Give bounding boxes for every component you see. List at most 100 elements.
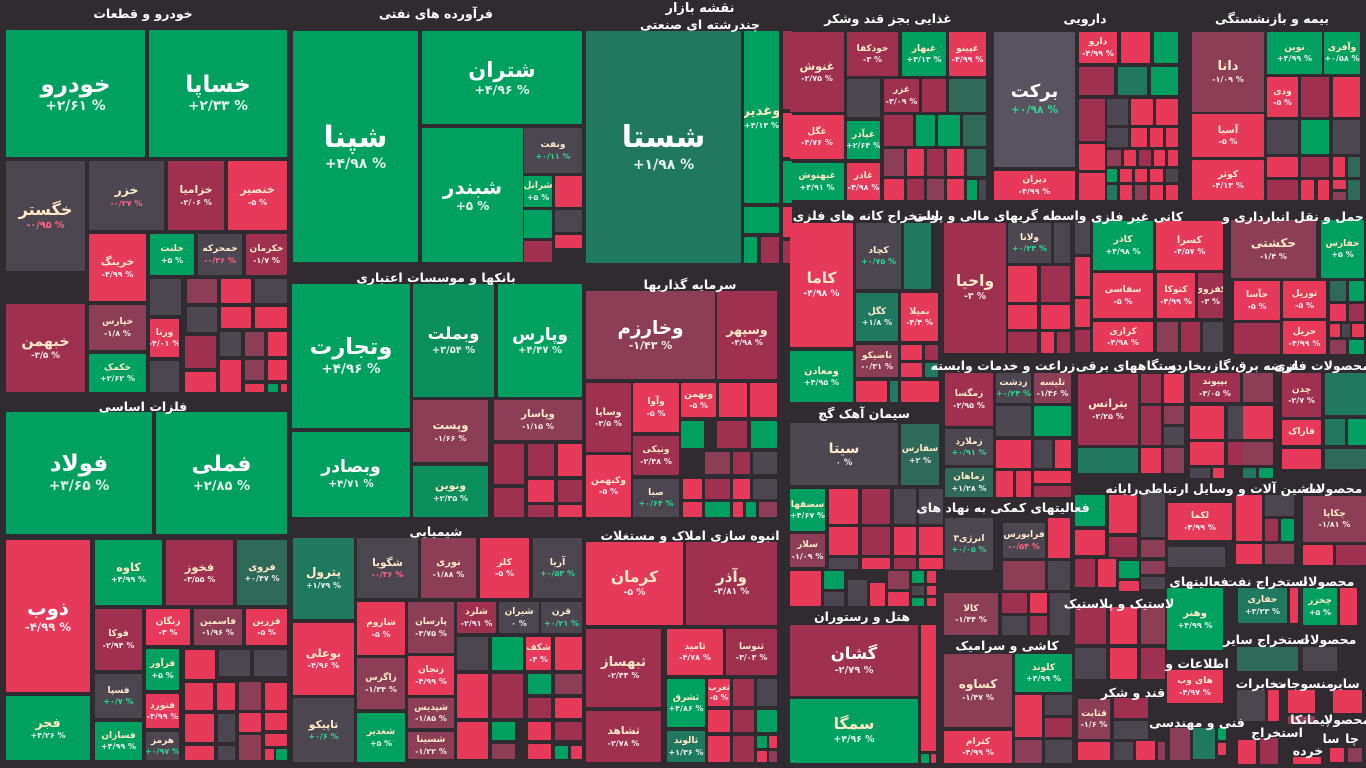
filler-tile[interactable] xyxy=(185,336,216,368)
tile-های وب[interactable]: های وب -۴/۹۷ % xyxy=(1167,670,1223,703)
filler-tile[interactable] xyxy=(1166,128,1178,147)
filler-tile[interactable] xyxy=(925,345,938,360)
tile-غبهار[interactable]: غبهار +۳/۱۳ % xyxy=(902,32,946,76)
filler-tile[interactable] xyxy=(150,279,181,315)
tile-کرازی[interactable]: کرازی -۴/۹۸ % xyxy=(1093,322,1153,352)
filler-tile[interactable] xyxy=(494,488,524,517)
filler-tile[interactable] xyxy=(1141,607,1165,644)
tile-شپدیس[interactable]: شپدیس -۱/۸۵ % xyxy=(408,698,454,728)
filler-tile[interactable] xyxy=(1141,406,1161,445)
filler-tile[interactable] xyxy=(1154,32,1178,63)
tile-وپاسار[interactable]: وپاسار -۱/۱۵ % xyxy=(494,400,582,440)
filler-tile[interactable] xyxy=(1193,728,1215,759)
filler-tile[interactable] xyxy=(239,735,261,760)
filler-tile[interactable] xyxy=(1015,740,1042,763)
filler-tile[interactable] xyxy=(912,598,924,606)
filler-tile[interactable] xyxy=(1150,185,1163,200)
filler-tile[interactable] xyxy=(1030,616,1047,635)
filler-tile[interactable] xyxy=(1135,185,1147,200)
tile-سمگا[interactable]: سمگا +۴/۹۶ % xyxy=(790,699,918,763)
tile-وبملت[interactable]: وبملت +۳/۵۴ % xyxy=(413,284,494,397)
tile-کترام[interactable]: کترام -۴/۹۹ % xyxy=(944,731,1012,763)
filler-tile[interactable] xyxy=(555,235,582,248)
filler-tile[interactable] xyxy=(681,421,704,448)
filler-tile[interactable] xyxy=(1079,99,1105,141)
tile-کفزوی[interactable]: کفزوی-۳ % xyxy=(1198,273,1223,318)
filler-tile[interactable] xyxy=(888,571,909,589)
filler-tile[interactable] xyxy=(1107,99,1128,125)
filler-tile[interactable] xyxy=(1141,374,1161,403)
filler-tile[interactable] xyxy=(268,360,287,380)
tile-خساپا[interactable]: خساپا +۲/۳۳ % xyxy=(149,30,287,157)
filler-tile[interactable] xyxy=(1107,169,1117,182)
tile-کرمان[interactable]: کرمان -۵ % xyxy=(586,542,683,625)
filler-tile[interactable] xyxy=(1131,128,1147,147)
filler-tile[interactable] xyxy=(1333,180,1346,189)
filler-tile[interactable] xyxy=(1121,32,1150,63)
tile-برکت[interactable]: برکت +۰/۹۸ % xyxy=(994,32,1075,167)
tile-ودی[interactable]: ودی -۵ % xyxy=(1267,77,1298,117)
filler-tile[interactable] xyxy=(1190,406,1224,439)
tile-زدشت[interactable]: زدشت +۰/۲۴ % xyxy=(996,373,1031,403)
filler-tile[interactable] xyxy=(733,710,754,732)
tile-فنورد[interactable]: فنورد -۴/۹۹ % xyxy=(146,694,179,728)
filler-tile[interactable] xyxy=(239,713,261,732)
filler-tile[interactable] xyxy=(1079,67,1114,95)
tile-کاما[interactable]: کاما -۴/۹۸ % xyxy=(790,223,853,347)
tile-کلر[interactable]: کلر -۵ % xyxy=(480,538,529,598)
filler-tile[interactable] xyxy=(1045,695,1072,715)
filler-tile[interactable] xyxy=(555,722,582,740)
filler-tile[interactable] xyxy=(870,583,885,606)
filler-tile[interactable] xyxy=(1109,537,1137,557)
tile-کاوه[interactable]: کاوه +۴/۹۹ % xyxy=(95,540,162,605)
filler-tile[interactable] xyxy=(457,637,488,670)
filler-tile[interactable] xyxy=(185,372,216,392)
filler-tile[interactable] xyxy=(750,383,777,417)
filler-tile[interactable] xyxy=(717,421,747,448)
tile-غپینو[interactable]: غپینو -۴/۹۹ % xyxy=(949,32,986,76)
filler-tile[interactable] xyxy=(457,674,488,718)
filler-tile[interactable] xyxy=(187,279,217,303)
filler-tile[interactable] xyxy=(1348,419,1366,445)
filler-tile[interactable] xyxy=(1301,77,1329,117)
filler-tile[interactable] xyxy=(1098,559,1116,587)
filler-tile[interactable] xyxy=(894,558,916,569)
filler-tile[interactable] xyxy=(759,502,777,517)
filler-tile[interactable] xyxy=(1325,419,1345,445)
filler-tile[interactable] xyxy=(1034,406,1071,436)
tile-شسینا[interactable]: شسینا -۱/۲۲ % xyxy=(408,732,454,759)
tile-وپست[interactable]: وپست -۱/۶۶ % xyxy=(413,400,488,462)
tile-فاراک[interactable]: فاراک xyxy=(1282,420,1321,445)
tile-فزرین[interactable]: فزرین -۵ % xyxy=(246,609,287,645)
filler-tile[interactable] xyxy=(1333,157,1345,177)
filler-tile[interactable] xyxy=(1348,748,1362,762)
tile-سصفها[interactable]: سصفها +۴/۶۷ % xyxy=(790,489,825,531)
tile-بوعلی[interactable]: بوعلی -۴/۹۶ % xyxy=(293,623,354,695)
tile-هرمز[interactable]: هرمز +۰/۹۷ % xyxy=(146,732,179,760)
filler-tile[interactable] xyxy=(757,736,767,748)
filler-tile[interactable] xyxy=(733,736,754,762)
filler-tile[interactable] xyxy=(705,452,730,474)
filler-tile[interactable] xyxy=(708,710,730,732)
filler-tile[interactable] xyxy=(1136,741,1155,760)
filler-tile[interactable] xyxy=(150,361,179,392)
filler-tile[interactable] xyxy=(1352,324,1364,337)
filler-tile[interactable] xyxy=(492,674,523,718)
filler-tile[interactable] xyxy=(1168,150,1178,166)
filler-tile[interactable] xyxy=(1234,323,1280,354)
filler-tile[interactable] xyxy=(218,714,235,742)
tile-کساوه[interactable]: کساوه -۱/۴۷ % xyxy=(944,654,1012,727)
filler-tile[interactable] xyxy=(783,113,792,157)
tile-خمحرکه[interactable]: خمحرکه -۰/۳۶ % xyxy=(198,234,242,275)
filler-tile[interactable] xyxy=(1158,742,1165,760)
tile-شرانل[interactable]: شرانل +۵ % xyxy=(524,176,552,207)
filler-tile[interactable] xyxy=(1330,281,1346,301)
tile-وغدیر[interactable]: وغدیر +۴/۱۴ % xyxy=(744,31,779,203)
filler-tile[interactable] xyxy=(708,736,730,762)
filler-tile[interactable] xyxy=(185,746,214,760)
filler-tile[interactable] xyxy=(1243,373,1273,402)
filler-tile[interactable] xyxy=(967,180,977,200)
filler-tile[interactable] xyxy=(927,586,936,595)
filler-tile[interactable] xyxy=(884,179,904,200)
filler-tile[interactable] xyxy=(761,237,779,263)
